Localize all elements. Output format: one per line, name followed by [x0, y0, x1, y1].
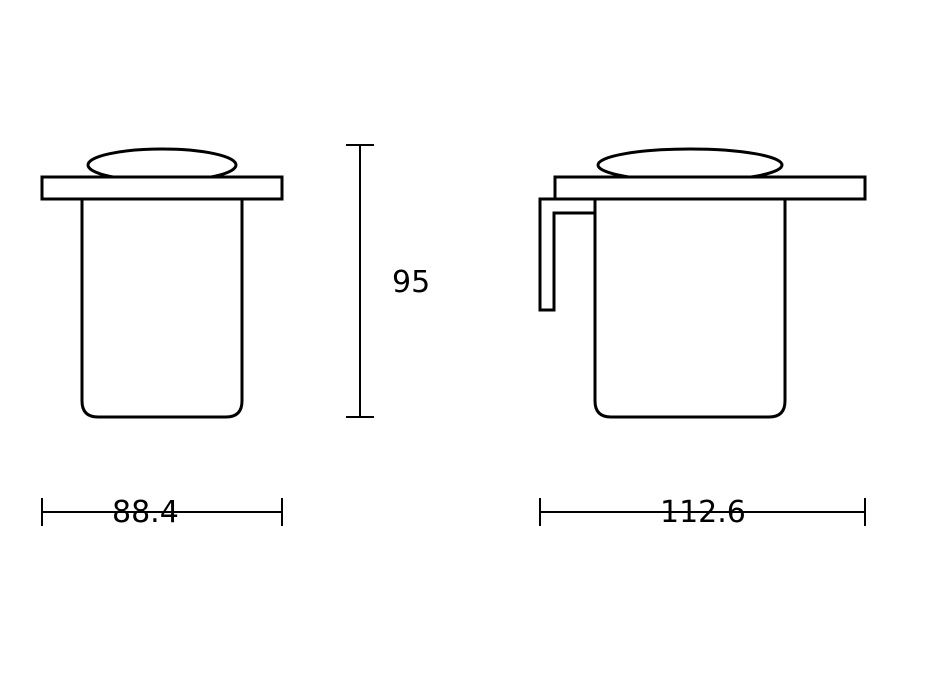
right-cup-body [595, 199, 785, 417]
height-dim-label: 95 [392, 265, 430, 300]
left-cup-body [82, 199, 242, 417]
left-width-dim-label: 88.4 [112, 495, 179, 530]
left-plate [42, 177, 282, 199]
right-bracket-arm [540, 199, 595, 310]
right-plate [555, 177, 865, 199]
right-width-dim-label: 112.6 [660, 495, 746, 530]
